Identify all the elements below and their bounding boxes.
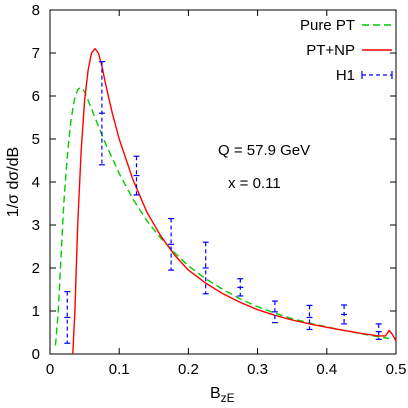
y-axis-label: 1/σ dσ/dB (5, 147, 22, 217)
y-tick-label: 5 (32, 131, 40, 148)
h1-data-point (271, 300, 278, 324)
x-tick-label: 0.5 (386, 361, 407, 378)
series-line-pt-np (72, 48, 397, 355)
x-tick-label: 0.3 (247, 361, 268, 378)
y-tick-label: 6 (32, 88, 40, 105)
legend-label-h1: H1 (336, 67, 355, 84)
x-axis-label-main: B (210, 385, 221, 402)
h1-data-point (375, 323, 382, 340)
h1-data-point (202, 241, 209, 295)
x-tick-label: 0 (46, 361, 54, 378)
y-tick-label: 7 (32, 45, 40, 62)
x-tick-label: 0.4 (316, 361, 337, 378)
y-axis-ticks: 0 1 2 3 4 5 6 7 8 (32, 2, 396, 363)
x-tick-label: 0.2 (178, 361, 199, 378)
h1-data-point (98, 60, 105, 166)
y-tick-label: 0 (32, 346, 40, 363)
y-tick-label: 4 (32, 174, 40, 191)
y-tick-label: 1 (32, 303, 40, 320)
h1-data-point (341, 304, 348, 325)
annotation-x: x = 0.11 (228, 175, 281, 192)
y-tick-label: 8 (32, 2, 40, 19)
h1-data-point (133, 155, 140, 196)
legend-entry-pt-np: PT+NP (306, 42, 392, 59)
legend-entry-pure-pt: Pure PT (300, 17, 392, 34)
x-axis-ticks: 0 0.1 0.2 0.3 0.4 0.5 (46, 10, 407, 378)
h1-data-point (168, 217, 175, 271)
y-tick-label: 2 (32, 260, 40, 277)
y-tick-label: 3 (32, 217, 40, 234)
h1-data-point (237, 278, 244, 297)
annotation-q: Q = 57.9 GeV (218, 142, 310, 159)
h1-data-point (306, 304, 313, 331)
x-axis-label: BzE (210, 385, 235, 405)
x-tick-label: 0.1 (109, 361, 130, 378)
legend-label-pt-np: PT+NP (306, 42, 355, 59)
legend-label-pure-pt: Pure PT (300, 17, 355, 34)
legend-entry-h1: H1 (336, 67, 393, 84)
legend: Pure PT PT+NP H1 (300, 17, 393, 84)
x-axis-label-sub: zE (221, 391, 235, 405)
series-layer (54, 48, 397, 355)
series-line-pure-pt (54, 86, 390, 346)
h1-data-point (64, 291, 71, 344)
